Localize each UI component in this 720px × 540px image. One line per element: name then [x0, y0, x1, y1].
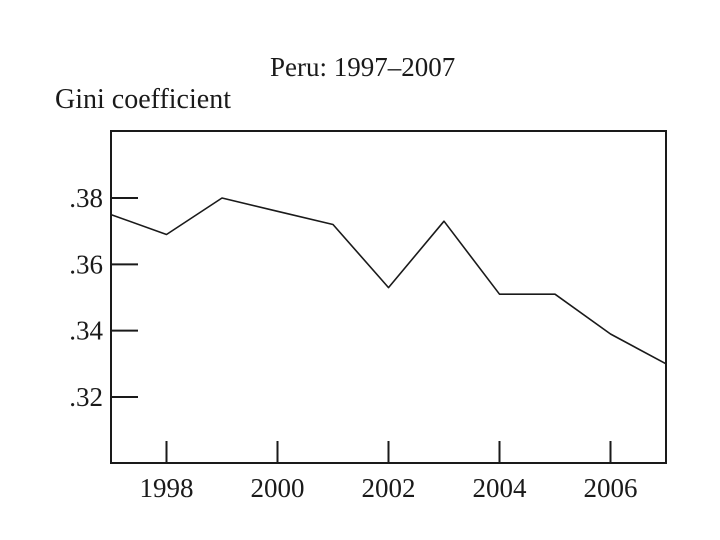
y-axis-title: Gini coefficient [55, 84, 231, 115]
x-tick-label: 2000 [251, 473, 305, 503]
series-line [110, 197, 667, 365]
y-tick-label: .38 [69, 183, 103, 213]
y-tick-label: .32 [69, 382, 103, 412]
y-tick-label: .34 [69, 316, 103, 346]
x-tick-label: 2002 [362, 473, 416, 503]
x-tick-label: 2004 [473, 473, 528, 503]
x-tick-label: 2006 [584, 473, 638, 503]
y-tick-label: .36 [69, 249, 103, 279]
x-tick-label: 1998 [140, 473, 194, 503]
plot-frame [110, 130, 667, 464]
chart-title: Peru: 1997–2007 [270, 52, 456, 82]
